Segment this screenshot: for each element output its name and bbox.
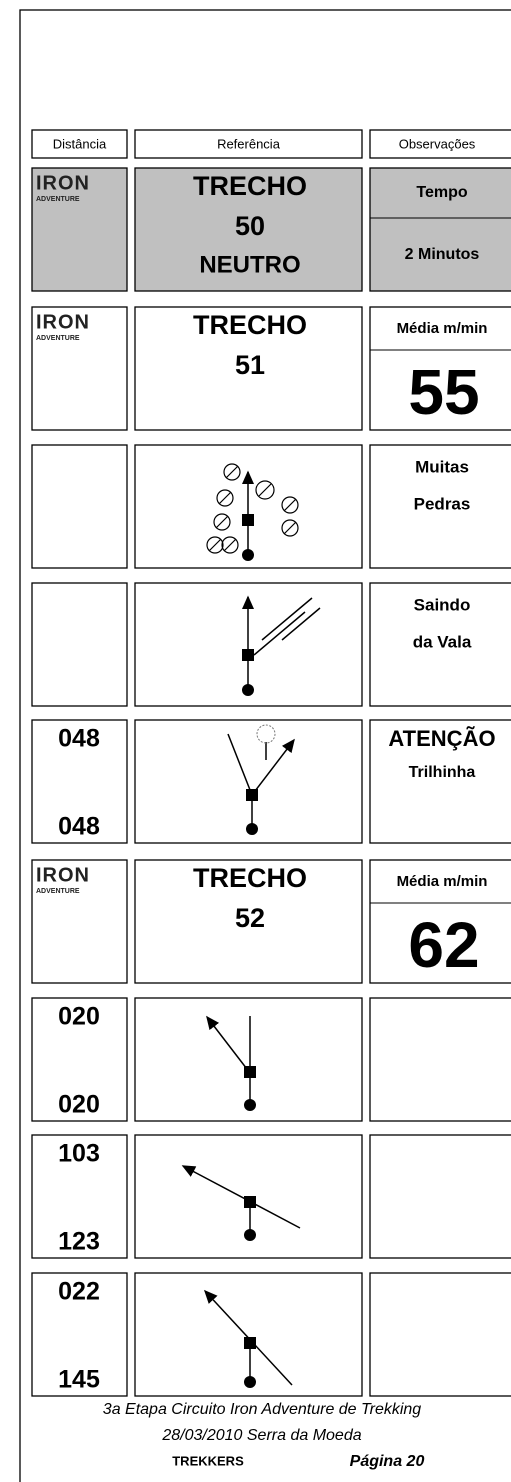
distance-start: 048 (58, 725, 100, 753)
cell (369, 859, 511, 984)
header-label: Referência (217, 136, 281, 151)
header-cell (31, 129, 128, 159)
distance-end: 145 (58, 1366, 100, 1394)
diagram-ditch (242, 595, 321, 696)
logo-subtitle: ADVENTURE (36, 888, 80, 895)
cell (31, 1272, 128, 1397)
observation: Trilhinha (409, 764, 476, 781)
cell (134, 1134, 363, 1259)
cell (31, 582, 128, 707)
speed-label: Média m/min (397, 320, 488, 337)
distance-start: 103 (58, 1140, 100, 1168)
diagram-cross-diagonal (203, 1289, 293, 1388)
cell (134, 167, 363, 292)
footer-page: Página 20 (350, 1453, 425, 1470)
logo-subtitle: ADVENTURE (36, 335, 80, 342)
cell (134, 582, 363, 707)
page-border (19, 9, 511, 1482)
logo-subtitle: ADVENTURE (36, 196, 80, 203)
cell (31, 444, 128, 569)
speed-value: 55 (408, 356, 479, 428)
header-label: Distância (53, 136, 107, 151)
reference-line: TRECHO (193, 171, 307, 201)
header-cell (369, 129, 511, 159)
cell (31, 719, 128, 844)
observation: Saindo (414, 595, 471, 614)
cell (134, 859, 363, 984)
distance-end: 020 (58, 1091, 100, 1119)
observation: 2 Minutos (405, 246, 480, 263)
reference-line: 52 (235, 903, 265, 933)
cell (134, 719, 363, 844)
cell (369, 167, 511, 292)
diagram-left-branch (206, 1015, 256, 1111)
reference-line: 51 (235, 350, 265, 380)
header-cell (134, 129, 363, 159)
speed-label: Média m/min (397, 873, 488, 890)
header-label: Observações (399, 136, 476, 151)
logo-title: IRON (36, 311, 90, 333)
diagram-cross-left (181, 1165, 301, 1241)
cell (134, 306, 363, 431)
footer-event: 3a Etapa Circuito Iron Adventure de Trek… (103, 1401, 421, 1418)
reference-line: TRECHO (193, 310, 307, 340)
cell (134, 997, 363, 1122)
reference-line: 50 (235, 211, 265, 241)
cell (369, 1272, 511, 1397)
cell (31, 997, 128, 1122)
cell (369, 582, 511, 707)
logo-title: IRON (36, 864, 90, 886)
reference-line: TRECHO (193, 863, 307, 893)
logo-title: IRON (36, 172, 90, 194)
observation: Tempo (416, 184, 467, 201)
cell (369, 719, 511, 844)
observation: da Vala (413, 632, 472, 651)
cell (31, 167, 128, 292)
distance-end: 123 (58, 1228, 100, 1256)
cell (134, 444, 363, 569)
cell (369, 1134, 511, 1259)
footer-date: 28/03/2010 Serra da Moeda (161, 1427, 361, 1444)
observation: Pedras (414, 494, 471, 513)
distance-start: 022 (58, 1278, 100, 1306)
cell (369, 444, 511, 569)
cell (369, 997, 511, 1122)
cell (31, 859, 128, 984)
cell (369, 306, 511, 431)
diagram-fork (227, 724, 295, 835)
cell (31, 1134, 128, 1259)
observation: Muitas (415, 457, 469, 476)
reference-line: NEUTRO (199, 251, 300, 278)
distance-end: 048 (58, 813, 100, 841)
distance-start: 020 (58, 1003, 100, 1031)
speed-value: 62 (408, 909, 479, 981)
diagram-rocks (206, 463, 299, 561)
observation-alert: ATENÇÃO (388, 726, 495, 751)
footer-team: TREKKERS (172, 1453, 244, 1468)
cell (31, 306, 128, 431)
cell (134, 1272, 363, 1397)
